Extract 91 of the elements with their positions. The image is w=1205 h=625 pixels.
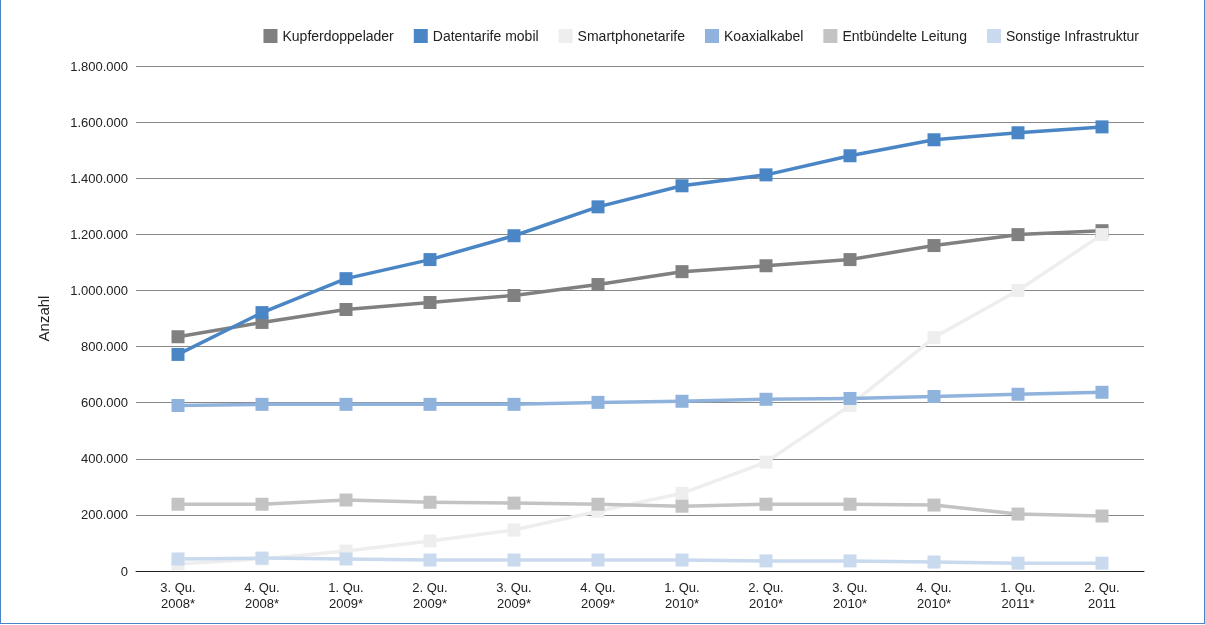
- y-tick-label: 1.200.000: [70, 226, 128, 242]
- point: [843, 391, 857, 405]
- legend-label: Datentarife mobil: [432, 28, 539, 44]
- point: [759, 455, 773, 469]
- x-tick-label: 4. Qu. 2008*: [244, 579, 280, 611]
- point: [675, 499, 689, 513]
- point: [927, 133, 941, 147]
- x-tick-label: 2. Qu. 2011: [1084, 579, 1120, 611]
- point: [591, 278, 605, 292]
- point: [339, 493, 353, 507]
- point: [423, 253, 437, 267]
- y-tick-label: 1.000.000: [70, 282, 128, 298]
- y-tick-label: 600.000: [81, 395, 128, 411]
- legend-label: Sonstige Infrastruktur: [1005, 28, 1140, 44]
- point: [843, 554, 857, 568]
- point: [591, 497, 605, 511]
- point: [423, 553, 437, 567]
- point: [507, 496, 521, 510]
- point: [171, 497, 185, 511]
- y-tick-label: 0: [120, 563, 128, 579]
- point: [591, 553, 605, 567]
- point: [843, 253, 857, 267]
- x-tick-label: 3. Qu. 2010*: [832, 579, 868, 611]
- point: [1095, 556, 1109, 570]
- point: [675, 553, 689, 567]
- point: [675, 265, 689, 279]
- legend-label: Koaxialkabel: [724, 28, 804, 44]
- point: [1011, 387, 1025, 401]
- point: [423, 495, 437, 509]
- y-tick-label: 1.400.000: [70, 170, 128, 186]
- point: [759, 554, 773, 568]
- point: [423, 296, 437, 310]
- legend-label: Entbündelte Leitung: [842, 28, 967, 44]
- point: [1095, 120, 1109, 134]
- x-tick-label: 4. Qu. 2010*: [916, 579, 952, 611]
- point: [507, 288, 521, 302]
- point: [591, 395, 605, 409]
- point: [171, 330, 185, 344]
- point: [339, 552, 353, 566]
- x-tick-label: 3. Qu. 2009*: [496, 579, 532, 611]
- x-tick-label: 3. Qu. 2008*: [160, 579, 196, 611]
- point: [675, 179, 689, 193]
- y-tick-label: 800.000: [81, 339, 128, 355]
- x-tick-label: 1. Qu. 2011*: [1000, 579, 1036, 611]
- point: [339, 272, 353, 286]
- point: [171, 398, 185, 412]
- point: [1095, 228, 1109, 242]
- point: [1011, 283, 1025, 297]
- x-tick-label: 1. Qu. 2010*: [664, 579, 700, 611]
- point: [843, 497, 857, 511]
- point: [927, 331, 941, 345]
- point: [507, 553, 521, 567]
- x-tick-label: 2. Qu. 2010*: [748, 579, 784, 611]
- point: [843, 149, 857, 163]
- point: [1095, 385, 1109, 399]
- point: [507, 229, 521, 243]
- point: [339, 397, 353, 411]
- y-tick-label: 400.000: [81, 451, 128, 467]
- point: [759, 259, 773, 273]
- point: [927, 389, 941, 403]
- x-tick-label: 4. Qu. 2009*: [580, 579, 616, 611]
- point: [759, 392, 773, 406]
- point: [339, 303, 353, 317]
- x-tick-label: 2. Qu. 2009*: [412, 579, 448, 611]
- point: [507, 397, 521, 411]
- point: [927, 555, 941, 569]
- y-tick-label: 1.600.000: [70, 114, 128, 130]
- point: [675, 486, 689, 500]
- x-tick-label: 1. Qu. 2009*: [328, 579, 364, 611]
- point: [927, 239, 941, 253]
- point: [1011, 126, 1025, 140]
- point: [255, 306, 269, 320]
- point: [171, 347, 185, 361]
- point: [927, 498, 941, 512]
- point: [1095, 509, 1109, 523]
- legend-label: Smartphonetarife: [577, 28, 686, 44]
- y-tick-label: 1.800.000: [70, 58, 128, 74]
- point: [591, 200, 605, 214]
- point: [423, 397, 437, 411]
- point: [255, 397, 269, 411]
- point: [759, 497, 773, 511]
- y-axis-title: Anzahl: [35, 295, 52, 342]
- point: [171, 552, 185, 566]
- point: [759, 168, 773, 182]
- legend-label: Kupferdoppelader: [282, 28, 395, 44]
- point: [675, 394, 689, 408]
- point: [1011, 507, 1025, 521]
- y-tick-label: 200.000: [81, 507, 128, 523]
- point: [1011, 556, 1025, 570]
- point: [1011, 228, 1025, 242]
- point: [255, 497, 269, 511]
